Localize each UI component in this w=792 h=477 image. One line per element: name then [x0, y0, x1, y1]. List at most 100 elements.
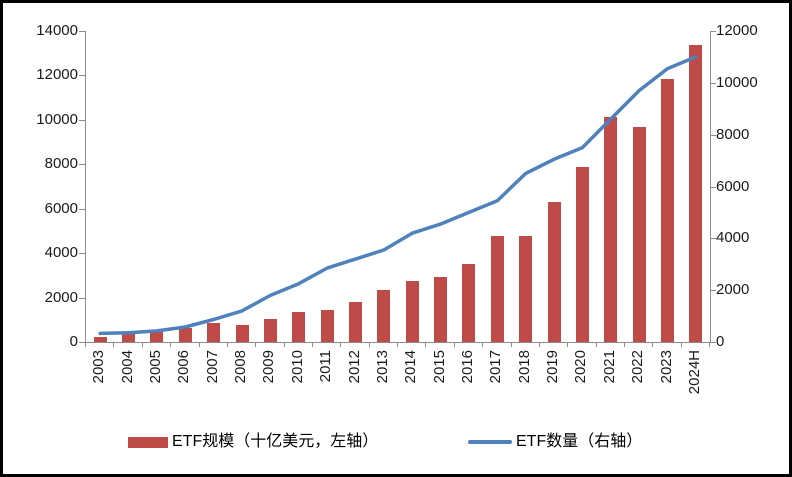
x-axis-tick: [709, 343, 710, 347]
legend-bar-label: ETF规模（十亿美元，左轴）: [172, 433, 379, 450]
x-axis-label-2007: 2007: [203, 350, 221, 384]
x-axis-tick: [510, 343, 512, 347]
bar-2011: [320, 310, 334, 342]
x-axis-label-2022: 2022: [629, 350, 647, 384]
bar-2014: [405, 281, 419, 342]
x-axis-label-2019: 2019: [544, 350, 561, 384]
right-axis-tick: [710, 290, 716, 292]
bar-2010: [292, 311, 306, 342]
x-axis-label-2010: 2010: [288, 350, 306, 384]
x-axis-tick: [283, 343, 285, 347]
x-axis-label-2024H: 2024H: [685, 350, 703, 395]
right-axis-tick-label: 10000: [716, 73, 758, 91]
x-axis-label-2014: 2014: [402, 350, 420, 384]
x-axis-tick: [226, 343, 228, 347]
left-axis-tick-label: 4000: [44, 244, 78, 262]
right-axis-tick-label: 12000: [716, 22, 758, 39]
right-axis-tick: [710, 186, 716, 188]
bar-2009: [263, 318, 277, 342]
bar-2004: [122, 334, 135, 342]
x-axis-label-2004: 2004: [118, 350, 136, 384]
bar-2003: [93, 336, 107, 342]
right-axis-tick: [710, 82, 716, 84]
x-axis-label-2006: 2006: [175, 350, 193, 384]
left-axis-tick: [79, 342, 85, 343]
x-axis-tick: [623, 343, 625, 347]
left-axis-tick-label: 2000: [44, 288, 78, 306]
x-axis-label-2011: 2011: [317, 350, 335, 383]
right-axis-tick: [710, 238, 716, 240]
left-axis-tick: [79, 75, 85, 77]
x-axis-tick: [85, 343, 86, 347]
line-series: [98, 55, 698, 336]
left-axis-tick-label: 10000: [36, 110, 78, 128]
legend-bar-swatch: [128, 437, 168, 448]
x-axis-tick: [170, 343, 172, 347]
bar-2015: [434, 276, 447, 342]
bar-2019: [547, 201, 561, 342]
legend-line-label: ETF数量（右轴）: [516, 433, 643, 450]
x-axis-tick: [368, 343, 370, 347]
left-axis-tick: [79, 31, 85, 32]
bar-2022: [632, 126, 646, 342]
right-axis-tick-label: 4000: [716, 229, 750, 247]
x-axis-tick: [311, 343, 313, 347]
left-axis-tick: [79, 297, 85, 299]
left-axis-tick-label: 14000: [36, 22, 78, 39]
right-axis-tick: [710, 31, 716, 32]
x-axis-tick: [340, 343, 342, 347]
bar-2020: [575, 166, 589, 342]
left-axis-tick-label: 0: [69, 333, 78, 350]
etf-count-line: [98, 55, 698, 336]
bar-2006: [178, 327, 192, 342]
bar-2008: [235, 324, 249, 342]
x-axis-tick: [595, 343, 597, 347]
right-axis-tick-label: 8000: [716, 125, 750, 143]
bar-2018: [519, 235, 533, 342]
x-axis-label-2020: 2020: [572, 350, 590, 384]
x-axis-tick: [397, 343, 398, 347]
x-axis-tick: [652, 343, 654, 347]
x-axis-tick: [198, 343, 200, 347]
x-axis-label-2018: 2018: [515, 350, 533, 384]
left-axis-tick: [79, 119, 85, 121]
x-axis-label-2015: 2015: [430, 350, 448, 384]
x-axis-label-2013: 2013: [373, 350, 391, 384]
bar-2005: [150, 331, 164, 342]
x-axis-label-2017: 2017: [487, 350, 505, 384]
x-axis-label-2021: 2021: [600, 350, 618, 384]
left-axis-tick: [79, 208, 85, 210]
right-axis-tick-label: 2000: [716, 281, 750, 299]
x-axis-tick: [425, 343, 427, 347]
x-axis-label-2008: 2008: [232, 350, 249, 384]
right-axis-tick-label: 6000: [716, 177, 750, 195]
x-axis-tick: [567, 343, 569, 347]
x-axis-tick: [482, 343, 484, 347]
x-axis-tick: [113, 343, 115, 347]
x-axis-tick: [680, 343, 682, 347]
bar-2021: [604, 116, 618, 342]
x-axis-label-2009: 2009: [260, 350, 278, 384]
bar-2007: [207, 322, 221, 342]
bar-2016: [462, 264, 476, 342]
bar-2024H: [689, 45, 703, 342]
plot-area: [85, 31, 711, 343]
x-axis-label-2005: 2005: [146, 350, 164, 384]
bar-2017: [490, 235, 504, 342]
left-axis-tick: [79, 164, 85, 166]
x-axis-tick: [141, 343, 143, 347]
left-axis-tick-label: 12000: [36, 66, 78, 84]
left-axis-tick-label: 8000: [44, 155, 78, 173]
legend-line-swatch: [468, 440, 512, 444]
right-axis-tick: [710, 134, 716, 136]
x-axis-label-2016: 2016: [458, 350, 476, 384]
left-axis-tick-label: 6000: [44, 199, 78, 217]
bar-2023: [661, 79, 674, 342]
right-axis-tick: [710, 342, 716, 343]
x-axis-tick: [538, 343, 540, 347]
x-axis-tick: [453, 343, 455, 347]
bar-2013: [377, 290, 391, 342]
x-axis-label-2012: 2012: [345, 350, 363, 384]
x-axis-label-2023: 2023: [657, 350, 675, 384]
